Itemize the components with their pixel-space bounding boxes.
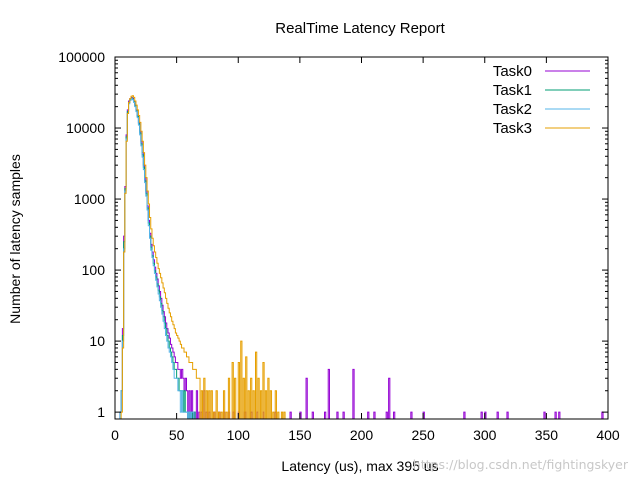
legend-label-task3: Task3 <box>493 120 532 137</box>
watermark: https://blog.csdn.net/fightingskyer <box>413 457 629 472</box>
series-line-task0 <box>119 96 604 420</box>
y-tick-label: 10 <box>89 333 105 349</box>
x-tick-label: 300 <box>473 427 497 443</box>
x-tick-label: 50 <box>169 427 185 443</box>
series-layer <box>119 95 604 420</box>
x-tick-label: 350 <box>535 427 559 443</box>
y-axis-label: Number of latency samples <box>7 154 23 324</box>
series-line-task1 <box>119 97 196 420</box>
y-tick-label: 10000 <box>66 120 105 136</box>
x-tick-label: 200 <box>350 427 374 443</box>
series-line-task3 <box>120 95 286 420</box>
x-tick-label: 400 <box>596 427 620 443</box>
x-tick-label: 250 <box>411 427 435 443</box>
legend-label-task1: Task1 <box>493 82 532 99</box>
y-tick-label: 1000 <box>74 191 105 207</box>
x-tick-label: 0 <box>111 427 119 443</box>
legend-label-task0: Task0 <box>493 63 532 80</box>
y-tick-label: 100 <box>82 262 106 278</box>
plot-frame <box>114 56 609 420</box>
x-axis-label: Latency (us), max 395 us <box>281 458 438 474</box>
legend-label-task2: Task2 <box>493 101 532 118</box>
y-tick-label: 100000 <box>58 49 105 65</box>
legend: Task0 Task1 Task2 Task3 <box>493 63 590 137</box>
axis-layer: 0 50 100 150 200 250 300 350 400 1 10 100 1000 10000 1… <box>58 49 620 443</box>
x-tick-label: 150 <box>288 427 312 443</box>
y-tick-label: 1 <box>97 404 105 420</box>
x-tick-label: 100 <box>227 427 251 443</box>
chart-title: RealTime Latency Report <box>275 20 445 37</box>
